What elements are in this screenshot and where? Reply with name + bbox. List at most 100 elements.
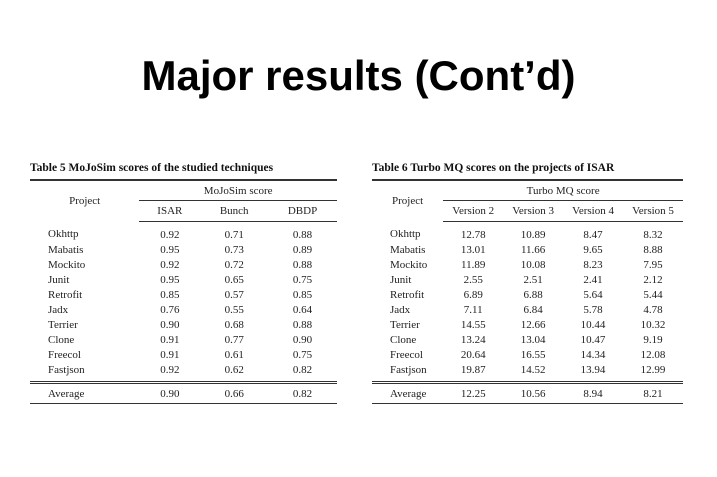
table-cell: Freecol	[48, 348, 81, 361]
table-cell: Terrier	[390, 318, 420, 331]
table-cell: 13.24	[460, 333, 486, 346]
table-cell: Fastjson	[48, 363, 85, 376]
header-cell: Version 4	[563, 200, 624, 222]
table-cell: 10.89	[520, 228, 546, 241]
table-cell: 14.34	[580, 348, 606, 361]
table-row: Clone 0.91 0.77 0.90	[30, 332, 337, 347]
table-cell: 12.78	[460, 228, 486, 241]
table-cell: 8.47	[583, 228, 603, 241]
table-cell: Clone	[48, 333, 75, 346]
table-cell: 0.92	[160, 258, 180, 271]
table-cell: 13.04	[520, 333, 546, 346]
header-cell: ISAR	[139, 200, 201, 222]
table-cell: 2.41	[583, 273, 603, 286]
table-cell: 12.66	[520, 318, 546, 331]
table-cell: 0.91	[160, 348, 180, 361]
table-cell: 0.92	[160, 363, 180, 376]
table-cell: 0.91	[160, 333, 180, 346]
table-cell: 10.44	[580, 318, 606, 331]
table-cell: 6.88	[523, 288, 543, 301]
table-cell: 0.90	[139, 381, 201, 404]
table-cell: Okhttp	[390, 228, 421, 241]
table-cell: Mockito	[48, 258, 86, 271]
table-row: Okhttp 0.92 0.71 0.88	[30, 222, 337, 243]
average-row: Average 0.90 0.66 0.82	[30, 381, 337, 404]
table-cell: 0.75	[292, 273, 313, 286]
table-row: Mabatis 0.95 0.73 0.89	[30, 242, 337, 257]
table-cell: 0.88	[292, 318, 313, 331]
table-caption: Table 5 MoJoSim scores of the studied te…	[30, 162, 274, 174]
table-cell: 0.61	[224, 348, 244, 361]
table-cell: Retrofit	[48, 288, 83, 301]
table-row: Retrofit 0.85 0.57 0.85	[30, 287, 337, 302]
table-cell: Junit	[390, 273, 412, 286]
table-cell: 10.47	[580, 333, 606, 346]
header-cell: Project	[69, 195, 101, 208]
table-cell: 20.64	[460, 348, 486, 361]
table-cell: Fastjson	[390, 363, 427, 376]
table-cell: Freecol	[390, 348, 423, 361]
table-cell: 6.89	[463, 288, 483, 301]
table: Project MoJoSim score ISAR Bunch DBDP Okhttp 0…	[30, 179, 337, 404]
table-cell: 8.94	[563, 381, 624, 404]
header-cell: Version 3	[503, 200, 564, 222]
table-cell: 5.44	[643, 288, 663, 301]
header-row: Version 2 Version 3 Version 4 Version 5	[372, 200, 683, 222]
table-cell: 0.85	[160, 288, 180, 301]
table-cell: 5.78	[583, 303, 603, 316]
table-cell: 7.95	[643, 258, 663, 271]
table-cell: 8.23	[583, 258, 603, 271]
table-cell: 10.32	[640, 318, 666, 331]
table-row: Fastjson 19.87 14.52 13.94 12.99	[372, 362, 683, 383]
table-cell: Jadx	[48, 303, 69, 316]
table-cell: Mockito	[390, 258, 428, 271]
table-cell: 0.88	[292, 228, 313, 241]
table-cell: 12.25	[443, 381, 504, 404]
table-cell: 9.65	[583, 243, 603, 256]
table-cell: 0.92	[160, 228, 180, 241]
table-cell: 0.85	[292, 288, 313, 301]
table-row: Clone 13.24 13.04 10.47 9.19	[372, 332, 683, 347]
table-cell: 13.94	[580, 363, 606, 376]
table-cell: Okhttp	[48, 228, 79, 241]
table-cell: 8.21	[623, 381, 683, 404]
slide-title: Major results (Cont’d)	[141, 52, 576, 99]
header-cell: Version 2	[443, 200, 504, 222]
table-cell: 0.71	[224, 228, 244, 241]
table-cell: 14.55	[460, 318, 486, 331]
header-row: Project MoJoSim score	[30, 180, 337, 207]
table-cell: Mabatis	[390, 243, 426, 256]
table-row: Mockito 0.92 0.72 0.88	[30, 257, 337, 272]
table-cell: 0.62	[224, 363, 244, 376]
header-row: ISAR Bunch DBDP	[30, 200, 337, 222]
table-cell: 0.65	[224, 273, 244, 286]
average-row: Average 12.25 10.56 8.94 8.21	[372, 381, 683, 404]
table-cell: 8.32	[643, 228, 663, 241]
table-cell: 12.99	[640, 363, 666, 376]
table-cell: 0.77	[224, 333, 244, 346]
table-cell: 0.55	[224, 303, 244, 316]
table-row: Freecol 0.91 0.61 0.75	[30, 347, 337, 362]
table-block: Table 5 MoJoSim scores of the studied te…	[30, 162, 337, 404]
table-cell: 0.72	[224, 258, 244, 271]
table-cell: 0.82	[292, 363, 313, 376]
table-cell: Terrier	[48, 318, 78, 331]
table-cell: 0.64	[292, 303, 313, 316]
table-cell: 0.90	[160, 318, 180, 331]
table-cell: Average	[30, 381, 140, 404]
table-cell: 0.88	[292, 258, 313, 271]
table-cell: 8.88	[643, 243, 663, 256]
table-cell: 11.66	[520, 243, 546, 256]
table-cell: 0.90	[292, 333, 313, 346]
table-cell: 5.64	[583, 288, 603, 301]
table-cell: 2.51	[523, 273, 543, 286]
header-cell: Project	[392, 195, 424, 208]
table-row: Jadx 0.76 0.55 0.64	[30, 302, 337, 317]
table-cell: 6.84	[523, 303, 543, 316]
table-cell: 14.52	[520, 363, 546, 376]
table-caption: Table 6 Turbo MQ scores on the projects …	[372, 162, 615, 174]
table-row: Jadx 7.11 6.84 5.78 4.78	[372, 302, 683, 317]
table-cell: 2.55	[463, 273, 483, 286]
